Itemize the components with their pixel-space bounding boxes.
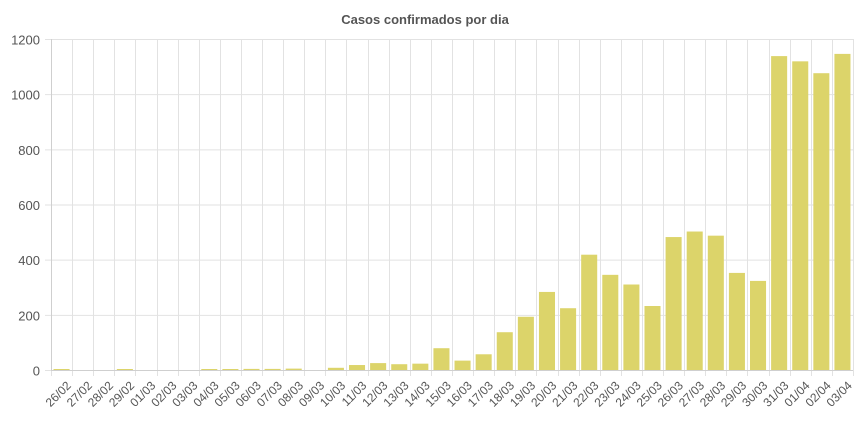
bar: [370, 363, 387, 370]
bar: [834, 53, 851, 371]
bar: [517, 316, 534, 370]
y-tick-label: 1200: [11, 33, 40, 48]
bar: [222, 369, 239, 370]
bar: [644, 306, 661, 370]
bar: [243, 368, 260, 370]
bar: [496, 332, 513, 370]
bar: [433, 348, 450, 370]
bar: [728, 272, 745, 370]
bar: [792, 61, 809, 370]
x-tick-label: 03/04: [824, 378, 855, 409]
bar: [560, 308, 577, 370]
y-tick-label: 0: [33, 364, 40, 379]
grid-lines: [45, 39, 854, 376]
x-axis-ticks: 26/0227/0228/0229/0201/0302/0303/0304/03…: [43, 378, 855, 409]
bar: [686, 231, 703, 370]
bar: [602, 274, 619, 370]
bar: [475, 354, 492, 370]
bars: [53, 53, 851, 371]
bar: [201, 369, 218, 370]
bar: [327, 367, 344, 370]
bar: [349, 365, 366, 370]
bar: [750, 280, 767, 370]
bar: [771, 56, 788, 371]
bar: [813, 73, 830, 370]
bar: [264, 368, 281, 370]
bar: [665, 237, 682, 370]
y-tick-label: 800: [18, 143, 40, 158]
y-tick-label: 1000: [11, 88, 40, 103]
bar: [623, 284, 640, 370]
bar: [454, 360, 471, 370]
y-axis-ticks: 0 200 400 600 800 1000 1200: [11, 33, 40, 379]
chart-title: Casos confirmados por dia: [341, 12, 509, 27]
bar: [285, 368, 302, 370]
bar: [53, 369, 70, 370]
bar: [116, 369, 133, 370]
y-tick-label: 200: [18, 308, 40, 323]
bar: [391, 364, 408, 370]
bar: [581, 254, 598, 370]
bar: [412, 363, 429, 370]
bar: [707, 235, 724, 370]
y-tick-label: 400: [18, 253, 40, 268]
bar: [538, 291, 555, 370]
y-tick-label: 600: [18, 198, 40, 213]
